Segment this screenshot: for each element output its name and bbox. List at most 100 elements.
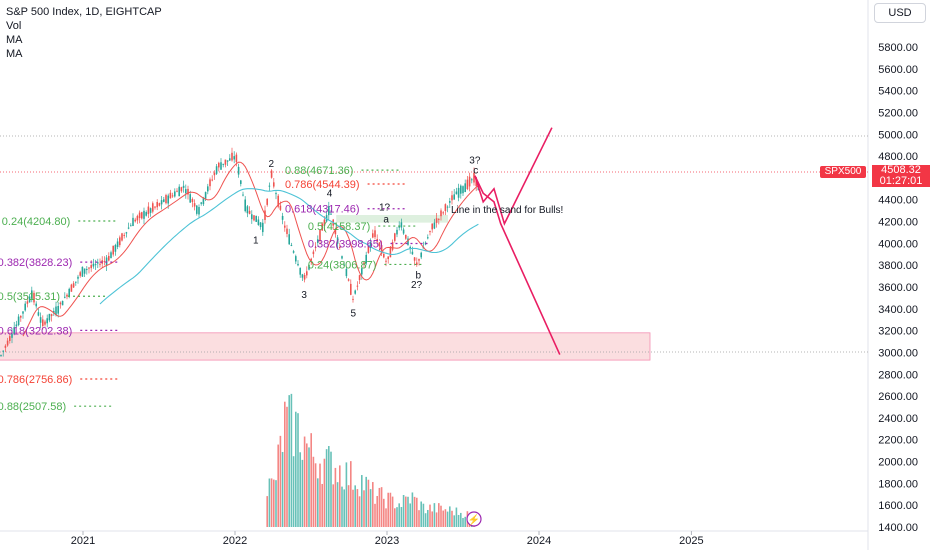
candle-body xyxy=(53,310,55,314)
candle-body xyxy=(229,158,231,161)
candle-body xyxy=(396,229,398,235)
candle-body xyxy=(255,215,257,222)
candle-body xyxy=(400,222,403,228)
volume-bar xyxy=(396,507,398,527)
candle-body xyxy=(116,241,119,247)
wave-label-6: a xyxy=(383,215,389,226)
volume-bar xyxy=(369,489,372,527)
candle-body xyxy=(33,292,35,303)
volume-bar xyxy=(438,503,440,527)
candle-body xyxy=(88,267,90,269)
candle-body xyxy=(99,263,101,265)
candle-body xyxy=(440,210,442,217)
candle-body xyxy=(130,225,132,227)
volume-bar xyxy=(273,479,275,527)
support-zone xyxy=(0,332,651,361)
candle-body xyxy=(321,223,323,231)
volume-bar xyxy=(402,494,405,527)
candle-body xyxy=(290,244,293,246)
volume-bar xyxy=(321,483,323,527)
legend-ma-1: MA xyxy=(6,34,23,46)
volume-bar xyxy=(367,479,370,527)
candle-body xyxy=(108,255,110,261)
volume-bar xyxy=(424,513,427,527)
y-tick-22: 5800.00 xyxy=(878,42,918,54)
candle-body xyxy=(68,288,70,297)
volume-bar xyxy=(266,496,268,527)
candle-body xyxy=(141,212,143,219)
volume-bar xyxy=(387,492,389,527)
candle-body xyxy=(319,229,321,242)
y-tick-20: 5400.00 xyxy=(878,86,918,98)
wave-label-7: 2? xyxy=(411,280,423,291)
y-tick-0: 1400.00 xyxy=(878,522,918,534)
y-tick-15: 4400.00 xyxy=(878,195,918,207)
candle-body xyxy=(248,210,251,214)
candle-body xyxy=(323,219,326,227)
candle-body xyxy=(110,252,112,259)
candle-body xyxy=(215,166,218,174)
candle-body xyxy=(433,222,436,229)
volume-bar xyxy=(383,498,385,527)
fib-label-2: 0.618(4317.46) xyxy=(285,204,360,216)
volume-bar xyxy=(372,482,374,527)
volume-bar xyxy=(427,509,429,527)
candle-body xyxy=(24,303,26,311)
volume-bar xyxy=(268,478,271,527)
candle-body xyxy=(451,195,453,201)
candle-body xyxy=(213,172,216,176)
y-tick-5: 2400.00 xyxy=(878,413,918,425)
candle-body xyxy=(127,227,130,229)
candle-body xyxy=(114,244,117,252)
candle-body xyxy=(193,203,196,207)
candle-body xyxy=(125,232,128,234)
candle-body xyxy=(409,246,411,249)
candle-body xyxy=(449,201,451,203)
volume-bar xyxy=(292,456,295,527)
candle-body xyxy=(317,239,319,243)
symbol-price-tag: SPX500 xyxy=(820,166,866,178)
candle-body xyxy=(328,206,330,216)
candle-body xyxy=(50,314,53,317)
candle-body xyxy=(345,268,348,277)
candle-body xyxy=(257,219,260,226)
volume-bar xyxy=(440,505,442,527)
currency-button[interactable]: USD xyxy=(874,3,926,23)
candle-body xyxy=(405,234,407,239)
candle-body xyxy=(354,290,356,294)
candle-body xyxy=(385,260,387,262)
candle-body xyxy=(330,213,332,215)
lightning-icon: ⚡ xyxy=(468,513,480,526)
candle-body xyxy=(64,296,66,298)
y-tick-18: 5000.00 xyxy=(878,129,918,141)
candle-body xyxy=(147,206,150,215)
candle-body xyxy=(391,242,394,250)
candle-body xyxy=(218,162,220,168)
ma-fast-line xyxy=(22,161,479,337)
y-tick-19: 5200.00 xyxy=(878,107,918,119)
candle-body xyxy=(442,212,444,214)
volume-bar xyxy=(460,512,462,527)
candle-body xyxy=(277,195,279,207)
wave-label-1: 2 xyxy=(268,159,274,170)
wave-label-5: 1? xyxy=(379,203,391,214)
candle-body xyxy=(149,208,152,213)
volume-bar xyxy=(281,451,284,527)
fib-label-3: 0.5(4158.37) xyxy=(308,221,370,233)
volume-bar xyxy=(330,451,332,527)
wave-label-4: 5 xyxy=(350,308,356,319)
candle-body xyxy=(380,245,383,254)
y-tick-8: 3000.00 xyxy=(878,347,918,359)
candle-body xyxy=(154,206,156,208)
volume-bar xyxy=(462,517,464,527)
volume-bar xyxy=(328,446,330,527)
candle-body xyxy=(138,212,141,219)
candle-body xyxy=(306,271,308,276)
candle-body xyxy=(169,192,172,199)
candle-body xyxy=(171,195,174,197)
candle-body xyxy=(246,206,249,214)
candle-body xyxy=(460,185,462,194)
y-tick-1: 1600.00 xyxy=(878,500,918,512)
volume-bar xyxy=(343,489,345,527)
